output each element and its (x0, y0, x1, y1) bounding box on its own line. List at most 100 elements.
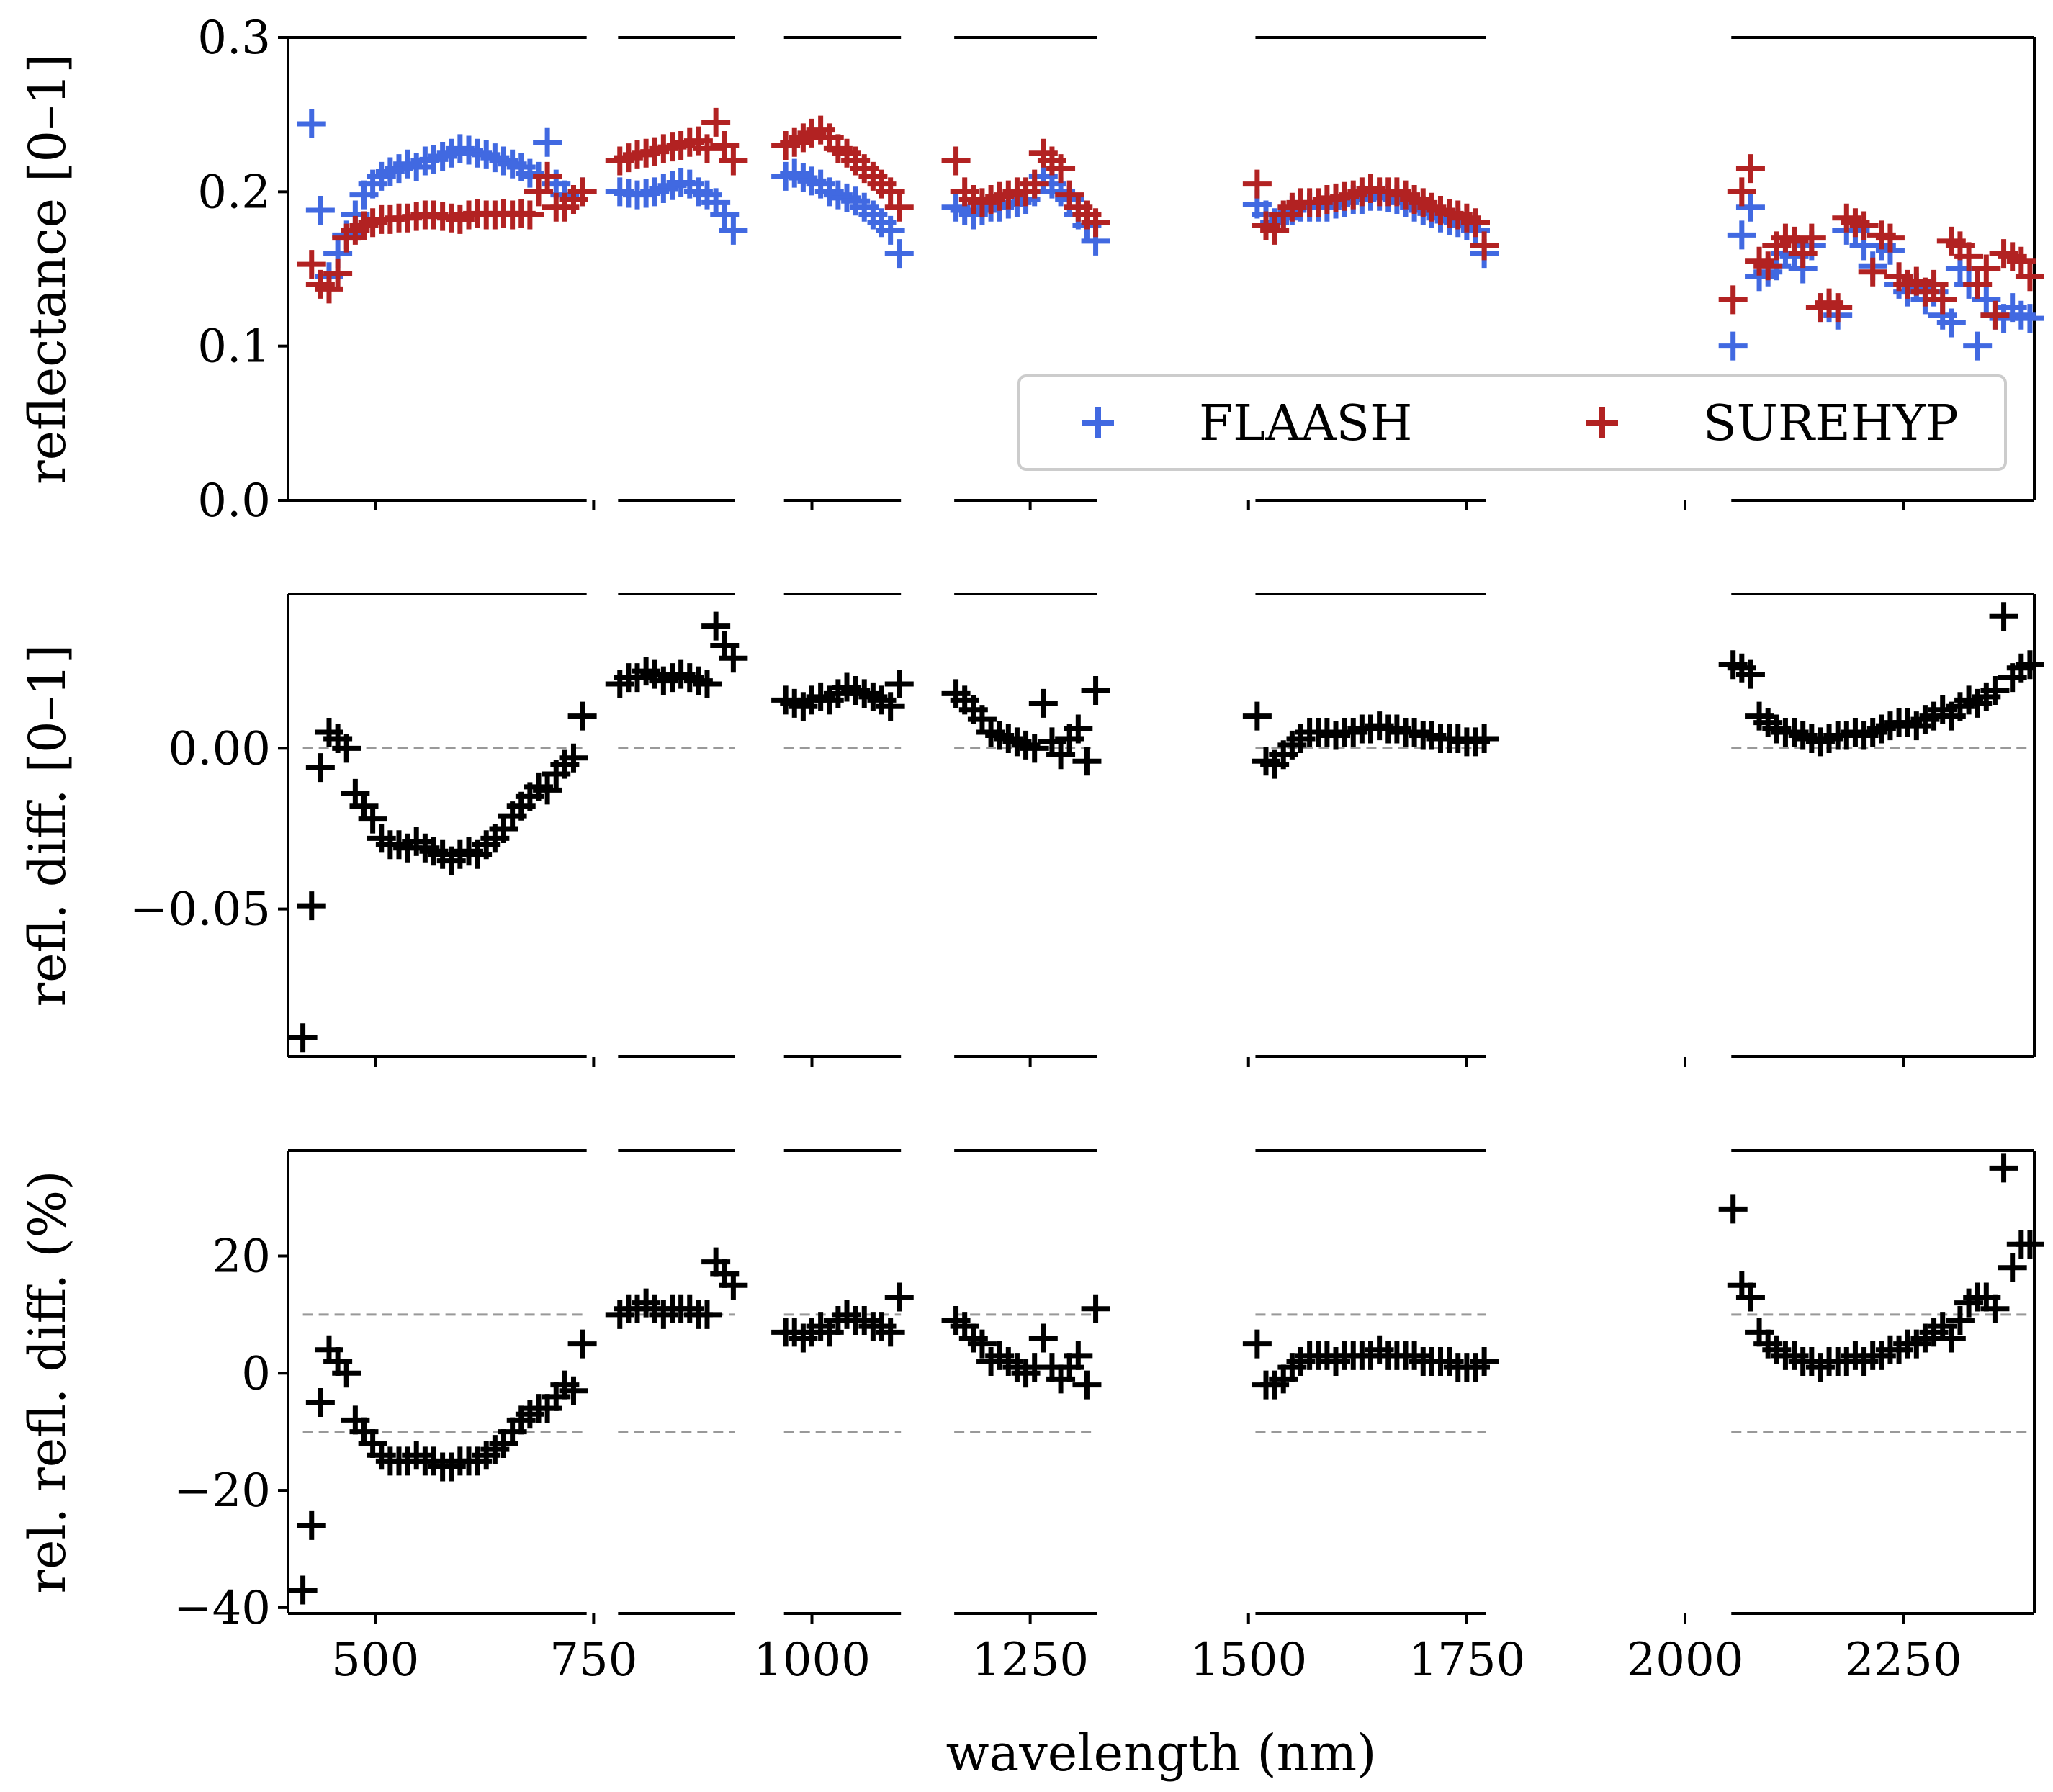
data-point (701, 107, 731, 137)
data-point (1718, 331, 1748, 361)
x-tick-label: 1500 (1190, 1634, 1307, 1687)
data-point (876, 215, 905, 245)
data-point (1797, 223, 1826, 253)
data-point (1945, 1306, 1975, 1336)
data-point (1718, 285, 1748, 315)
y-tick-label: −20 (174, 1464, 271, 1518)
legend-marker (1586, 407, 1618, 438)
y-axis-label: reflectance [0–1] (18, 53, 77, 485)
x-axis-label: wavelength (nm) (946, 1724, 1377, 1783)
data-point (1972, 254, 2001, 284)
data-point (1072, 1370, 1102, 1400)
data-point (1064, 714, 1093, 744)
data-point (1998, 1253, 2027, 1282)
data-point (515, 200, 544, 230)
data-point (2015, 304, 2044, 333)
data-point (2015, 650, 2044, 680)
y-tick-label: 0.2 (197, 166, 271, 219)
legend-label: FLAASH (1199, 395, 1412, 452)
legend-box (1017, 374, 2007, 471)
data-point (1735, 1282, 1765, 1312)
panel-reflectance: 0.0 0.1 0.2 0.3 reflectance [0–1] FLAASH SUREH… (18, 12, 2044, 528)
data-point (567, 701, 597, 731)
data-point (1735, 154, 1765, 184)
x-tick-label: 1750 (1408, 1634, 1525, 1687)
series-rel-refl-diff- (288, 1153, 2044, 1605)
data-point (297, 891, 326, 921)
y-tick-label: 0.1 (197, 320, 271, 374)
data-point (1919, 269, 1949, 299)
data-point (1989, 602, 2018, 631)
data-point (1718, 1194, 1748, 1224)
data-point (288, 1575, 318, 1605)
data-point (332, 1359, 361, 1388)
data-point (1081, 208, 1110, 238)
data-point (719, 644, 748, 673)
data-point (876, 1318, 905, 1347)
legend-marker (1082, 407, 1114, 438)
data-point (1849, 211, 1879, 240)
data-point (533, 161, 562, 191)
data-point (1858, 257, 1887, 287)
data-point (710, 200, 740, 230)
data-point (297, 250, 326, 279)
data-point (305, 753, 335, 783)
data-point (884, 239, 914, 269)
data-point (1242, 701, 1272, 731)
data-point (1470, 1347, 1499, 1377)
y-axis-label: refl. diff. [0–1] (18, 644, 77, 1007)
y-tick-label: −0.05 (130, 883, 271, 937)
y-tick-label: 0.00 (169, 722, 271, 775)
data-point (2015, 1230, 2044, 1259)
data-point (1260, 215, 1290, 245)
data-point (710, 131, 740, 161)
data-point (2006, 246, 2036, 276)
data-point (305, 1387, 335, 1417)
y-tick-label: 0 (241, 1347, 271, 1400)
data-point (1727, 220, 1756, 250)
data-point (693, 670, 722, 699)
data-point (1735, 192, 1765, 222)
data-point (2015, 262, 2044, 292)
series-refl-diff- (288, 602, 2044, 1053)
data-point (1727, 177, 1756, 207)
data-point (876, 692, 905, 721)
data-point (719, 146, 748, 176)
data-point (1081, 675, 1110, 705)
x-tick-label: 500 (331, 1634, 419, 1687)
data-point (884, 1282, 914, 1312)
y-tick-label: −40 (174, 1582, 271, 1635)
data-point (1875, 223, 1905, 253)
data-point (533, 775, 562, 805)
data-point (1936, 308, 1966, 338)
data-point (1242, 1329, 1272, 1359)
data-point (967, 1329, 997, 1359)
data-point (693, 1300, 722, 1329)
data-point (1980, 1294, 2010, 1323)
data-point (701, 611, 731, 641)
data-point (1470, 724, 1499, 753)
data-point (1963, 269, 1993, 299)
data-point (288, 1023, 318, 1053)
data-point (1470, 231, 1499, 261)
data-point (941, 146, 971, 176)
data-point (567, 177, 597, 207)
data-point (884, 670, 914, 699)
y-tick-label: 20 (212, 1230, 271, 1284)
data-point (567, 1329, 597, 1359)
data-point (524, 177, 553, 207)
data-point (1936, 1323, 1966, 1353)
data-point (1980, 300, 2010, 330)
data-point (719, 215, 748, 245)
data-point (1046, 740, 1076, 770)
x-tick-label: 2000 (1627, 1634, 1744, 1687)
data-point (297, 1510, 326, 1540)
data-point (1980, 675, 2010, 705)
y-axis-label: rel. refl. diff. (%) (18, 1171, 77, 1594)
series-surehyp (297, 107, 2044, 330)
data-point (559, 743, 588, 773)
data-point (876, 177, 905, 207)
data-point (1753, 251, 1783, 281)
data-point (1823, 293, 1853, 323)
data-point (1972, 285, 2001, 315)
